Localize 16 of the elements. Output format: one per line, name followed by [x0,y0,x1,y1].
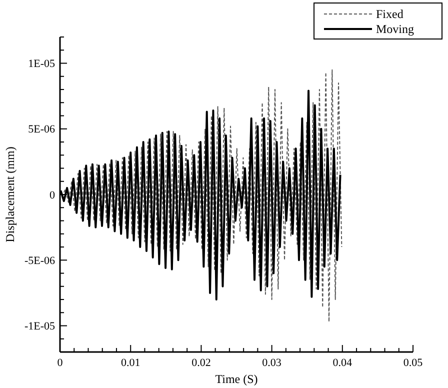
y-tick-label: 0 [50,189,56,202]
y-tick-label: -5E-06 [24,254,56,267]
x-axis-title: Time (S) [215,372,258,386]
x-tick-label: 0.05 [403,357,424,369]
legend-label: Fixed [376,7,404,22]
x-tick-label: 0.04 [332,357,353,369]
legend-label: Moving [376,22,414,36]
x-tick-label: 0 [57,357,64,369]
y-tick-label: 5E-06 [28,124,56,136]
y-tick-label: -1E-05 [24,320,56,333]
y-tick-label: 1E-05 [28,58,56,70]
x-tick-label: 0.01 [120,357,140,369]
y-axis-title: Displacement (mm) [3,146,17,242]
line-series [62,69,342,322]
x-tick-label: 0.02 [192,357,211,369]
x-tick-label: 0.03 [262,357,282,369]
